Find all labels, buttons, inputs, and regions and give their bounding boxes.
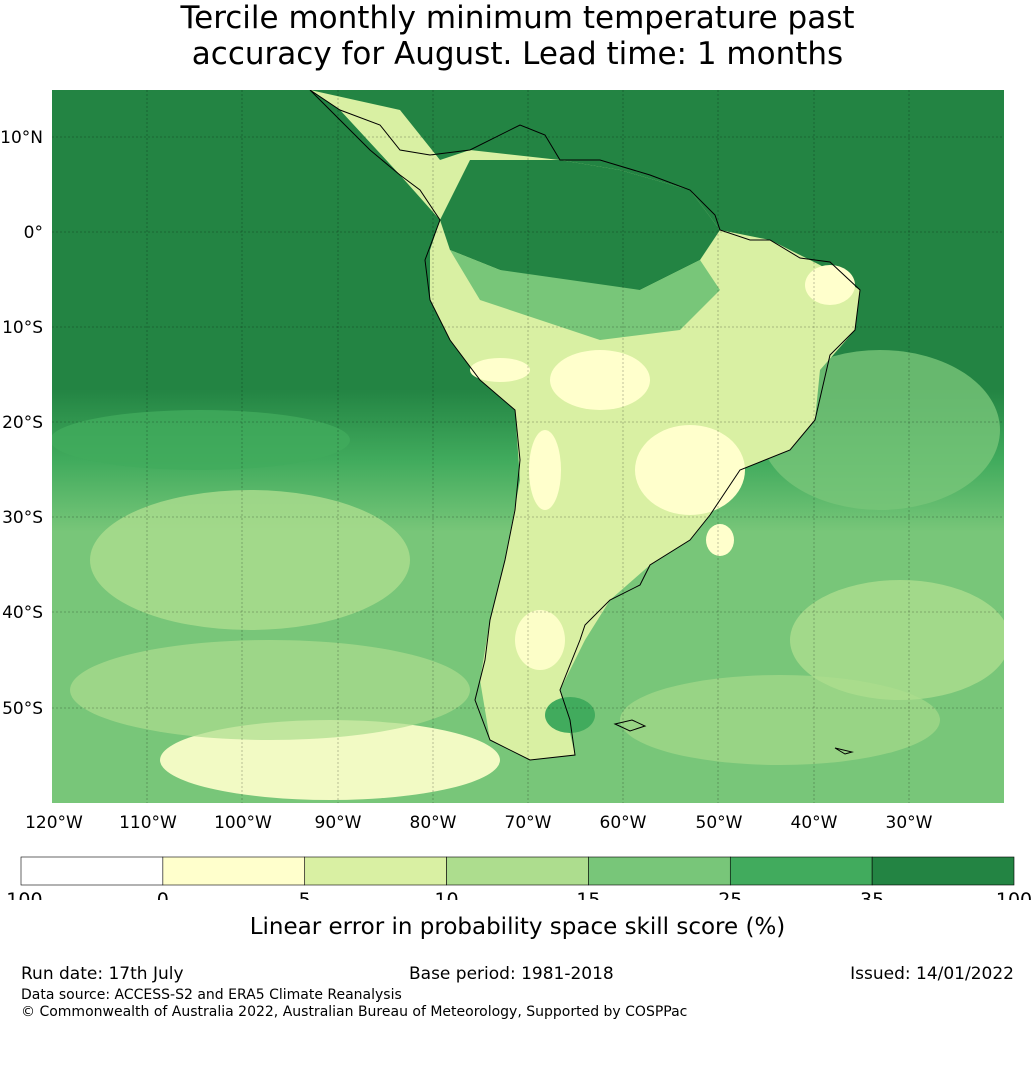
lat-label-20s: 20°S xyxy=(2,413,43,433)
ocean-patch-southwest xyxy=(160,720,500,800)
lon-label-50w: 50°W xyxy=(696,813,743,833)
ocean-patch-west-band xyxy=(52,410,350,470)
lon-label-30w: 30°W xyxy=(886,813,933,833)
run-date: Run date: 17th July xyxy=(21,964,184,984)
andes-core xyxy=(470,358,530,382)
lon-label-120w: 120°W xyxy=(25,813,83,833)
colorbar-tick-label: 35 xyxy=(860,889,884,900)
colorbar-cell xyxy=(304,856,447,886)
lon-label-80w: 80°W xyxy=(410,813,457,833)
colorbar-cell xyxy=(729,856,873,886)
lat-label-50s: 50°S xyxy=(2,699,43,719)
lat-label-30s: 30°S xyxy=(2,508,43,528)
south-america-land xyxy=(310,90,860,760)
base-period: Base period: 1981-2018 xyxy=(409,964,614,984)
ocean-patch-atlantic xyxy=(760,350,1000,510)
highland-core-1 xyxy=(550,350,650,410)
chart-title: Tercile monthly minimum temperature past… xyxy=(0,0,1035,72)
title-line-1: Tercile monthly minimum temperature past xyxy=(180,0,855,36)
ocean-patch-west xyxy=(90,490,410,630)
colorbar: -100 0 5 10 15 25 35 100 xyxy=(0,856,1032,900)
highland-core-5 xyxy=(706,524,734,556)
data-source: Data source: ACCESS-S2 and ERA5 Climate … xyxy=(21,987,402,1003)
skill-map: 10°N 0° 10°S 20°S 30°S 40°S 50°S 120°W 1… xyxy=(0,90,1032,900)
lon-label-90w: 90°W xyxy=(315,813,362,833)
colorbar-tick-label: 5 xyxy=(299,889,311,900)
lon-label-40w: 40°W xyxy=(791,813,838,833)
highland-core-2 xyxy=(635,425,745,515)
colorbar-cell xyxy=(588,856,731,886)
lon-label-70w: 70°W xyxy=(505,813,552,833)
ocean-patch-southeast xyxy=(620,675,940,765)
colorbar-cell xyxy=(871,856,1015,886)
ocean-patch-southwest-2 xyxy=(70,640,470,740)
amazon-transition xyxy=(450,250,720,340)
colorbar-tick-label: 0 xyxy=(157,889,169,900)
coastline xyxy=(309,90,861,761)
colorbar-cell xyxy=(162,856,306,886)
lat-label-40s: 40°S xyxy=(2,603,43,623)
colorbar-tick-label: -100 xyxy=(0,889,43,900)
title-line-2: accuracy for August. Lead time: 1 months xyxy=(191,36,844,72)
highland-core-6 xyxy=(515,610,565,670)
south-georgia xyxy=(834,747,854,755)
colorbar-tick-label: 15 xyxy=(576,889,600,900)
highland-core-4 xyxy=(805,265,855,305)
highland-core-3 xyxy=(529,430,561,510)
lat-label-0: 0° xyxy=(24,223,43,243)
colorbar-tick-label: 100 xyxy=(996,889,1032,900)
colorbar-cell xyxy=(446,856,589,886)
ocean-patch-east xyxy=(790,580,1004,700)
colorbar-cell xyxy=(20,856,164,886)
colorbar-tick-label: 25 xyxy=(718,889,742,900)
gridlines xyxy=(52,90,1004,803)
lon-label-110w: 110°W xyxy=(119,813,177,833)
lon-label-60w: 60°W xyxy=(600,813,647,833)
colorbar-tick-label: 10 xyxy=(434,889,458,900)
falkland-islands xyxy=(613,719,647,732)
shelf-patch xyxy=(545,697,595,733)
lon-label-100w: 100°W xyxy=(214,813,272,833)
lat-label-10n: 10°N xyxy=(0,128,43,148)
issued-date: Issued: 14/01/2022 xyxy=(850,964,1014,984)
copyright: © Commonwealth of Australia 2022, Austra… xyxy=(21,1004,688,1020)
lat-label-10s: 10°S xyxy=(2,318,43,338)
amazon-region xyxy=(440,160,720,290)
colorbar-label: Linear error in probability space skill … xyxy=(249,914,786,940)
